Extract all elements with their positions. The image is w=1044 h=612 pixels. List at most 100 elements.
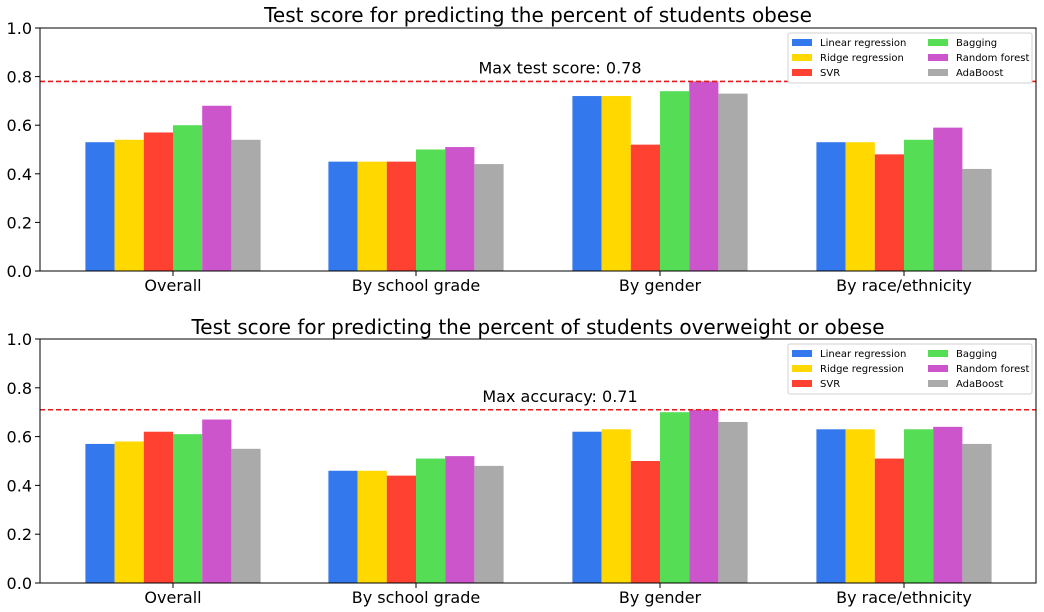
bar [816,142,846,271]
legend-swatch [792,69,812,76]
bar [386,475,416,583]
y-tick-label: 0.8 [7,68,32,87]
legend-label: Bagging [956,38,997,49]
y-tick-label: 0.2 [7,213,32,232]
y-tick-label: 0.6 [7,428,32,447]
bar [328,470,358,583]
y-tick-label: 1.0 [7,330,32,349]
bar [689,81,719,272]
bar [630,461,660,583]
bar [445,147,475,271]
legend-swatch [928,380,948,387]
legend: Linear regression Ridge regression SVR Bagg… [787,32,1033,84]
y-tick-label: 0.0 [7,574,32,593]
legend-swatch [792,350,812,357]
bar [357,470,387,583]
y-tick-label: 0.2 [7,525,32,544]
bar [933,426,963,583]
x-tick-label: By race/ethnicity [836,276,972,295]
bar [904,139,934,271]
chart-panel-1: Test score for predicting the percent of… [7,3,1037,295]
bar [173,434,203,583]
bar [143,431,173,583]
legend-swatch [792,39,812,46]
legend-label: SVR [820,379,840,390]
legend-label: Linear regression [820,349,906,360]
bar [601,429,631,583]
bar [933,127,963,271]
bar [572,96,602,271]
bar [874,458,904,583]
bar [416,458,446,583]
chart-title: Test score for predicting the percent of… [263,3,812,27]
bar [357,161,387,271]
legend-label: Linear regression [820,38,906,49]
axes-frame [39,27,1037,272]
bar [689,409,719,583]
legend-swatch [792,365,812,372]
bar [231,139,261,271]
legend-swatch [928,69,948,76]
bar [85,443,115,583]
bar [173,125,203,271]
legend-label: Bagging [956,349,997,360]
legend-swatch [792,54,812,61]
bar [660,412,690,583]
bar [874,154,904,271]
x-tick-label: Overall [144,588,201,607]
chart-panel-2: Test score for predicting the percent of… [7,315,1037,607]
bar [202,105,232,271]
bar [904,429,934,583]
bar [572,431,602,583]
bar [416,149,446,271]
x-tick-label: By school grade [352,276,480,295]
bar [962,443,992,583]
bar [85,142,115,271]
bar [962,168,992,271]
legend-label: AdaBoost [956,68,1003,79]
bar [718,93,748,271]
legend-swatch [792,380,812,387]
chart-title: Test score for predicting the percent of… [190,315,884,339]
bar [816,429,846,583]
bar [630,144,660,271]
bar [328,161,358,271]
bar [474,465,504,583]
bar [845,142,875,271]
max-annotation: Max accuracy: 0.71 [482,387,637,406]
legend-label: Random forest [956,53,1029,64]
bar [202,419,232,583]
bar [114,139,144,271]
y-tick-label: 0.0 [7,262,32,281]
y-tick-label: 0.6 [7,116,32,135]
x-tick-label: By gender [619,588,702,607]
x-tick-label: Overall [144,276,201,295]
bar [845,429,875,583]
legend-label: Ridge regression [820,364,904,375]
bar [660,91,690,272]
bar [114,441,144,583]
legend-label: Random forest [956,364,1029,375]
y-tick-label: 1.0 [7,19,32,38]
legend-swatch [928,39,948,46]
legend-label: Ridge regression [820,53,904,64]
bar [601,96,631,271]
legend-swatch [928,350,948,357]
legend-box [787,32,1033,84]
bar [231,448,261,583]
y-tick-label: 0.4 [7,476,32,495]
x-tick-label: By race/ethnicity [836,588,972,607]
y-tick-label: 0.8 [7,379,32,398]
legend-box [787,343,1033,395]
max-annotation: Max test score: 0.78 [478,58,641,77]
y-tick-label: 0.4 [7,165,32,184]
x-tick-label: By gender [619,276,702,295]
legend-label: AdaBoost [956,379,1003,390]
bar [718,421,748,583]
legend: Linear regression Ridge regression SVR Bagg… [787,343,1033,395]
legend-swatch [928,365,948,372]
bar [474,164,504,271]
legend-label: SVR [820,68,840,79]
bar [143,132,173,271]
